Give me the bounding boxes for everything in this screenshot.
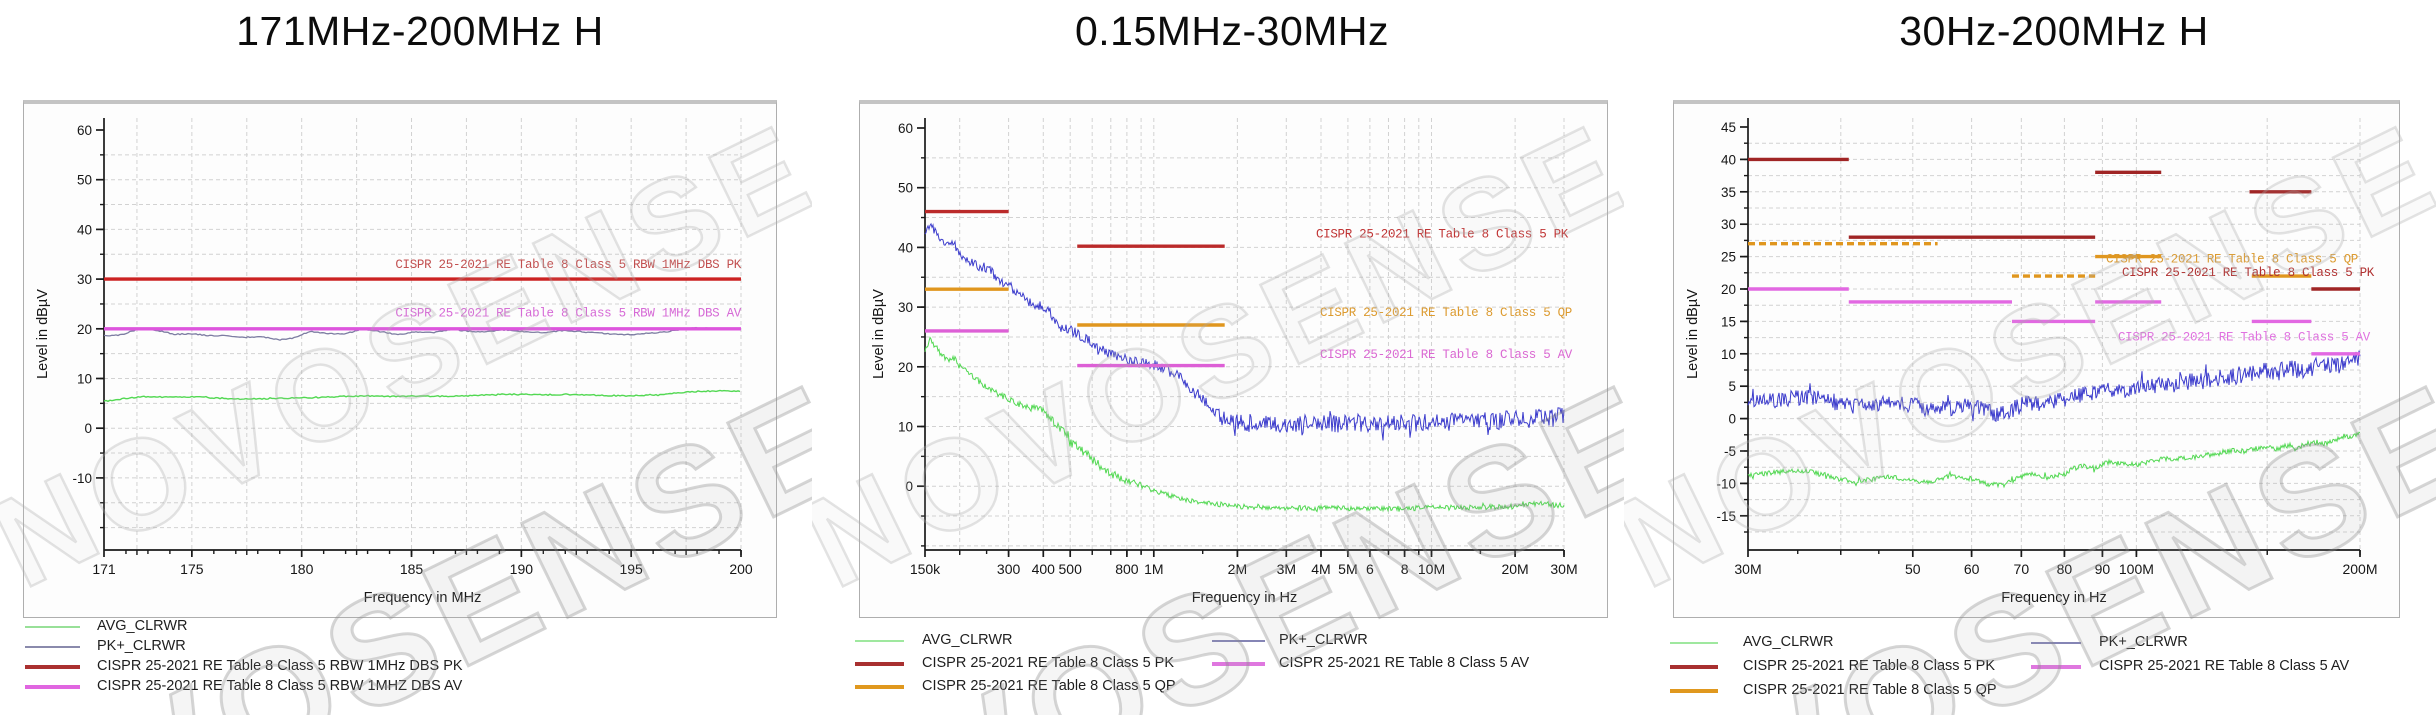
x-tick-label: 30M [1550,561,1577,577]
y-tick-label: -5 [1724,444,1736,459]
x-tick-label: 200 [729,561,753,577]
y-tick-label: 30 [77,272,92,287]
chart-plot: 60 50 40 30 20 10 0 -10 171 175 180 185 190 195 200 Fre… [35,118,753,606]
y-tick-label: 20 [77,322,92,337]
y-tick-label: 40 [77,222,92,237]
chart-title: 171MHz-200MHz H [236,8,604,54]
x-tick-label: 175 [180,561,204,577]
chart-panel-171-200mhz: 171MHz-200MHz H NOVOSENSE NOVOSENSE 6050… [0,0,812,715]
y-tick-label: 45 [1721,120,1736,135]
chart-frame [23,100,777,618]
limit-label: CISPR 25-2021 RE Table 8 Class 5 AV [1320,348,1573,362]
y-axis-label: Level in dBµV [871,289,887,379]
limit-label: CISPR 25-2021 RE Table 8 Class 5 PK [1316,227,1569,241]
y-tick-label: 10 [898,420,913,435]
limit-label: CISPR 25-2021 RE Table 8 Class 5 RBW 1MH… [395,258,741,272]
x-tick-label: 10M [1418,561,1445,577]
y-tick-label: 0 [905,479,913,494]
y-tick-label: 40 [1721,152,1736,167]
y-tick-label: 50 [77,173,92,188]
trace-pk-clrwr [103,326,741,341]
x-tick-label: 60 [1964,561,1980,577]
y-tick-label: 15 [1721,314,1736,329]
x-tick-label: 190 [510,561,534,577]
x-tick-label: 6 [1366,561,1374,577]
chart-frame [859,100,1608,618]
trace-pk-clrwr [924,222,1565,441]
y-tick-label: 10 [1721,347,1736,362]
chart-plot: 60 50 40 30 20 10 0 150k 300 400 500 800 1M 2M 3M 4M 5M 6… [871,118,1578,606]
y-tick-label: 30 [898,300,913,315]
x-tick-label: 1M [1144,561,1163,577]
x-tick-label: 50 [1905,561,1921,577]
x-tick-label: 500 [1059,561,1083,577]
limit-label: CISPR 25-2021 RE Table 8 Class 5 QP [2106,252,2358,266]
y-tick-label: -15 [1716,509,1736,524]
y-tick-label: 0 [1728,412,1736,427]
y-tick-label: 60 [898,121,913,136]
limit-label: CISPR 25-2021 RE Table 8 Class 5 QP [1320,306,1572,320]
x-tick-label: 185 [400,561,424,577]
y-tick-label: 20 [1721,282,1736,297]
y-tick-label: 20 [898,360,913,375]
y-tick-label: 5 [1728,379,1736,394]
x-tick-label: 70 [2014,561,2030,577]
trace-avg-clrwr [1747,431,2361,489]
x-tick-label: 171 [92,561,116,577]
chart-panel-0p15-30mhz: 0.15MHz-30MHz NOVOSENSE NOVOSENSE 605040… [812,0,1624,715]
x-tick-label: 100M [2119,561,2154,577]
y-tick-label: 25 [1721,250,1736,265]
y-tick-label: -10 [72,471,92,486]
y-tick-label: 35 [1721,185,1736,200]
x-tick-label: 90 [2095,561,2111,577]
y-tick-label: 30 [1721,217,1736,232]
x-axis-label: Frequency in MHz [364,590,482,606]
x-tick-label: 2M [1228,561,1247,577]
x-tick-label: 20M [1501,561,1528,577]
y-tick-label: 10 [77,372,92,387]
y-tick-label: 0 [84,421,92,436]
limit-label: CISPR 25-2021 RE Table 8 Class 5 PK [2122,266,2375,280]
limit-label: CISPR 25-2021 RE Table 8 Class 5 AV [2118,331,2371,345]
x-tick-label: 4M [1311,561,1330,577]
chart-panel-30-200mhz: 30Hz-200MHz H NOVOSENSE NOVOSENSE 454035… [1624,0,2436,715]
x-tick-label: 300 [997,561,1021,577]
trace-avg-clrwr [103,389,741,403]
x-tick-label: 200M [2342,561,2377,577]
x-tick-label: 400 [1032,561,1056,577]
trace-avg-clrwr [924,336,1565,513]
x-tick-label: 3M [1277,561,1296,577]
x-tick-label: 195 [619,561,643,577]
chart-title: 0.15MHz-30MHz [1074,8,1390,54]
x-tick-label: 30M [1734,561,1761,577]
trace-pk-clrwr [1747,350,2361,422]
x-tick-label: 8 [1401,561,1409,577]
y-axis-label: Level in dBµV [1685,289,1701,379]
x-axis-label: Frequency in Hz [1192,590,1298,606]
x-tick-label: 80 [2057,561,2073,577]
y-axis-label: Level in dBµV [35,289,51,379]
x-axis-label: Frequency in Hz [2001,590,2107,606]
x-tick-label: 800 [1115,561,1139,577]
x-tick-label: 150k [910,561,941,577]
limit-label: CISPR 25-2021 RE Table 8 Class 5 RBW 1MH… [395,306,741,320]
x-tick-label: 180 [290,561,314,577]
y-tick-label: 40 [898,240,913,255]
y-tick-label: 60 [77,123,92,138]
x-tick-label: 5M [1338,561,1357,577]
chart-title: 30Hz-200MHz H [1899,8,2209,54]
y-tick-label: 50 [898,181,913,196]
y-tick-label: -10 [1716,476,1736,491]
